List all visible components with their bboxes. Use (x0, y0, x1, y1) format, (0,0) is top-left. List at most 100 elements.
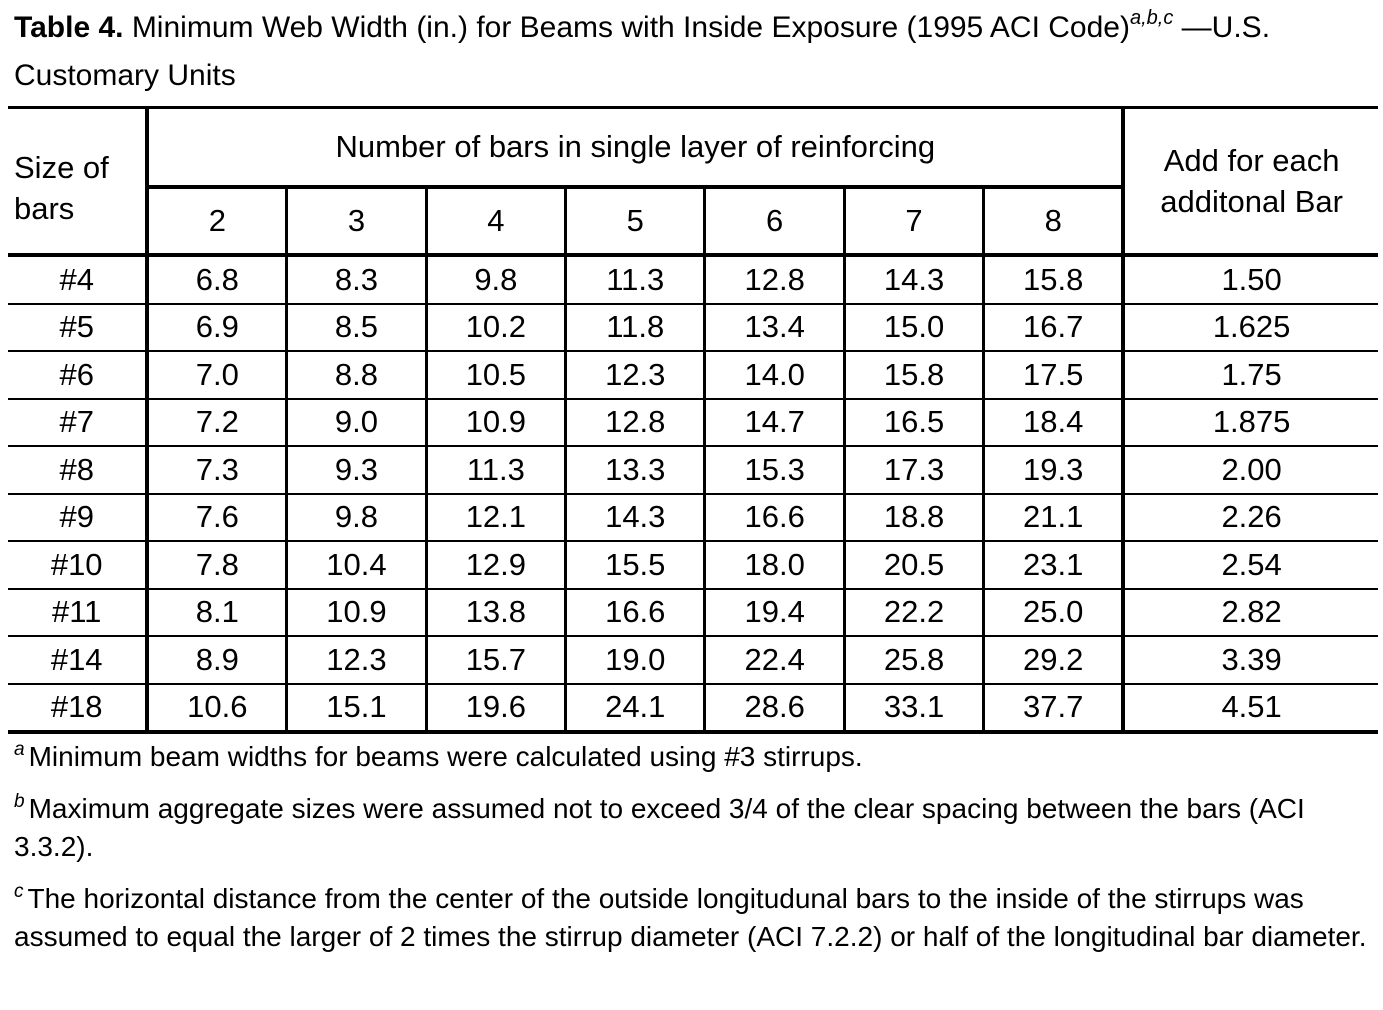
width-value-cell: 18.4 (983, 398, 1125, 447)
additional-bar-cell: 1.625 (1121, 303, 1378, 352)
width-value-cell: 12.8 (704, 255, 846, 305)
width-value-cell: 33.1 (844, 683, 986, 734)
table-row: #11 8.1 10.9 13.8 16.6 19.4 22.2 25.0 2.82 (8, 588, 1378, 637)
width-value-cell: 8.9 (147, 636, 289, 685)
width-value-cell: 15.1 (286, 683, 428, 734)
bar-size-cell: #18 (8, 683, 150, 734)
width-value-cell: 7.6 (147, 493, 289, 542)
width-value-cell: 11.3 (565, 255, 707, 305)
width-value-cell: 23.1 (983, 541, 1125, 590)
width-value-cell: 25.8 (844, 636, 986, 685)
width-value-cell: 12.9 (426, 541, 568, 590)
width-value-cell: 14.3 (844, 255, 986, 305)
width-value-cell: 16.5 (844, 398, 986, 447)
bar-count-header: 8 (1044, 203, 1062, 238)
width-value-cell: 18.8 (844, 493, 986, 542)
table-row: #9 7.6 9.8 12.1 14.3 16.6 18.8 21.1 2.26 (8, 493, 1378, 542)
width-value-cell: 10.2 (426, 303, 568, 352)
width-value-cell: 14.3 (565, 493, 707, 542)
bar-size-cell: #11 (8, 588, 150, 637)
width-value-cell: 22.4 (704, 636, 846, 685)
width-value-cell: 29.2 (983, 636, 1125, 685)
width-value-cell: 6.9 (147, 303, 289, 352)
width-value-cell: 10.9 (426, 398, 568, 447)
width-value-cell: 9.8 (286, 493, 428, 542)
width-value-cell: 10.4 (286, 541, 428, 590)
caption-text: Minimum Web Width (in.) for Beams with I… (123, 11, 1130, 44)
caption-suffix: —U.S. Customary Units (14, 11, 1271, 92)
width-value-cell: 17.3 (844, 446, 986, 495)
table-caption: Table 4. Minimum Web Width (in.) for Bea… (14, 4, 1374, 100)
width-value-cell: 13.8 (426, 588, 568, 637)
width-value-cell: 12.3 (565, 351, 707, 400)
width-value-cell: 8.8 (286, 351, 428, 400)
bar-size-cell: #5 (8, 303, 150, 352)
bar-size-cell: #8 (8, 446, 150, 495)
bar-size-cell: #10 (8, 541, 150, 590)
table-row: #14 8.9 12.3 15.7 19.0 22.4 25.8 29.2 3.39 (8, 636, 1378, 685)
number-of-bars-header: Number of bars in single layer of reinfo… (147, 107, 1125, 189)
width-value-cell: 15.8 (844, 351, 986, 400)
additional-bar-cell: 3.39 (1121, 636, 1378, 685)
width-value-cell: 15.3 (704, 446, 846, 495)
table-body: #4 6.8 8.3 9.8 11.3 12.8 14.3 15.8 1.50 #5 6.9 8.5 1… (8, 255, 1378, 734)
bar-size-cell: #6 (8, 351, 150, 400)
footnote: c The horizontal distance from the center… (14, 880, 1374, 956)
width-value-cell: 15.5 (565, 541, 707, 590)
table-row: #18 10.6 15.1 19.6 24.1 28.6 33.1 37.7 4.51 (8, 683, 1378, 734)
additional-bar-cell: 1.875 (1121, 398, 1378, 447)
width-value-cell: 19.3 (983, 446, 1125, 495)
width-value-cell: 14.0 (704, 351, 846, 400)
width-value-cell: 12.3 (286, 636, 428, 685)
width-value-cell: 10.5 (426, 351, 568, 400)
bar-count-header: 3 (286, 187, 428, 255)
width-value-cell: 12.8 (565, 398, 707, 447)
width-value-cell: 9.8 (426, 255, 568, 305)
width-value-cell: 13.4 (704, 303, 846, 352)
footnote-mark: a (14, 739, 25, 760)
footnotes: a Minimum beam widths for beams were calc… (14, 738, 1374, 970)
width-value-cell: 7.3 (147, 446, 289, 495)
additional-bar-cell: 1.75 (1121, 351, 1378, 400)
width-value-cell: 19.6 (426, 683, 568, 734)
add-each-bar-header: Add for each additonal Bar (1121, 107, 1378, 257)
footnote: a Minimum beam widths for beams were calc… (14, 738, 1374, 776)
footnote: b Maximum aggregate sizes were assumed no… (14, 790, 1374, 866)
width-value-cell: 6.8 (147, 255, 289, 305)
bar-size-cell: #4 (8, 255, 150, 305)
width-value-cell: 37.7 (983, 683, 1125, 734)
width-value-cell: 7.2 (147, 398, 289, 447)
bar-count-header: 7 (844, 187, 986, 255)
width-value-cell: 15.0 (844, 303, 986, 352)
width-value-cell: 8.3 (286, 255, 428, 305)
width-value-cell: 15.8 (983, 255, 1125, 305)
web-width-table: Size of bars Number of bars in single la… (8, 106, 1378, 734)
width-value-cell: 10.9 (286, 588, 428, 637)
width-value-cell: 7.0 (147, 351, 289, 400)
width-value-cell: 16.7 (983, 303, 1125, 352)
footnote-text: Minimum beam widths for beams were calcu… (28, 741, 863, 772)
additional-bar-cell: 4.51 (1121, 683, 1378, 734)
additional-bar-cell: 1.50 (1121, 255, 1378, 305)
size-of-bars-header: Size of bars (8, 107, 150, 257)
bar-count-header: 6 (704, 187, 846, 255)
width-value-cell: 16.6 (704, 493, 846, 542)
width-value-cell: 10.6 (147, 683, 289, 734)
bar-size-cell: #9 (8, 493, 150, 542)
width-value-cell: 7.8 (147, 541, 289, 590)
caption-footnote-marks: a,b,c (1129, 7, 1174, 29)
width-value-cell: 15.7 (426, 636, 568, 685)
additional-bar-cell: 2.54 (1121, 541, 1378, 590)
footnote-text: The horizontal distance from the center … (14, 883, 1367, 952)
table-row: #6 7.0 8.8 10.5 12.3 14.0 15.8 17.5 1.75 (8, 351, 1378, 400)
width-value-cell: 21.1 (983, 493, 1125, 542)
footnote-mark: b (14, 791, 25, 812)
footnote-mark: c (14, 881, 24, 902)
width-value-cell: 22.2 (844, 588, 986, 637)
width-value-cell: 8.5 (286, 303, 428, 352)
width-value-cell: 17.5 (983, 351, 1125, 400)
width-value-cell: 8.1 (147, 588, 289, 637)
table-row: #8 7.3 9.3 11.3 13.3 15.3 17.3 19.3 2.00 (8, 446, 1378, 495)
additional-bar-cell: 2.00 (1121, 446, 1378, 495)
